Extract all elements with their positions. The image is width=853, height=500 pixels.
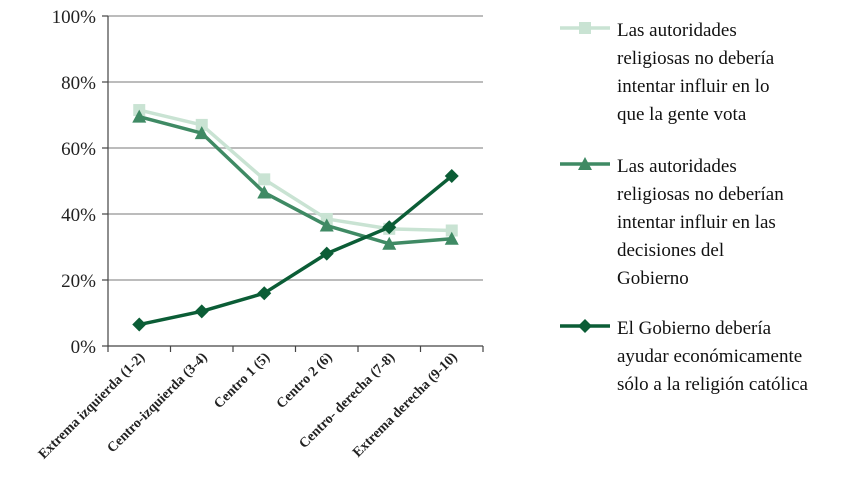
data-point <box>382 236 397 250</box>
x-axis-ticks: Extrema izquierda (1-2)Centro-izquierda … <box>36 346 484 462</box>
legend-swatch-marker <box>578 157 592 170</box>
series-2 <box>132 109 459 250</box>
data-point <box>444 169 459 184</box>
legend-label-line: intentar influir en las <box>617 212 776 233</box>
data-point <box>194 304 209 319</box>
legend-label-line: religiosas no deberían <box>617 184 784 205</box>
legend-label-line: sólo a la religión católica <box>617 374 809 395</box>
data-point <box>257 185 272 199</box>
legend-label-line: intentar influir en lo <box>617 76 769 97</box>
series-group <box>132 104 459 332</box>
legend-entry-1: Las autoridades religiosas no debería inte… <box>560 20 775 125</box>
data-point <box>445 224 458 237</box>
legend-entry-2: Las autoridades religiosas no deberían int… <box>560 156 784 289</box>
series-line <box>138 108 452 233</box>
data-point <box>444 231 459 245</box>
data-point <box>195 118 208 131</box>
legend-swatch-marker <box>579 22 591 34</box>
data-point <box>257 286 272 301</box>
series-line <box>138 114 452 246</box>
series-line <box>138 174 453 327</box>
y-tick-label: 80% <box>61 73 96 94</box>
legend-entry-3: El Gobierno debería ayudar económicamente… <box>560 318 809 395</box>
legend-label-line: Gobierno <box>617 268 689 289</box>
y-axis-ticks: 0% 20% 40% 60% 80% 100% <box>52 7 108 358</box>
series-1 <box>133 104 458 237</box>
y-tick-label: 100% <box>52 7 97 28</box>
legend-label-line: decisiones del <box>617 240 724 261</box>
data-point <box>382 220 397 235</box>
x-tick-label: Extrema izquierda (1-2) <box>36 350 148 462</box>
gridlines <box>108 15 483 281</box>
y-tick-label: 20% <box>61 271 96 292</box>
axes <box>107 16 483 347</box>
y-tick-label: 60% <box>61 139 96 160</box>
y-tick-label: 0% <box>71 337 97 358</box>
data-point <box>132 109 147 123</box>
legend-label-line: religiosas no debería <box>617 48 775 69</box>
x-tick-label: Centro 1 (5) <box>212 350 274 412</box>
series-3 <box>132 169 459 332</box>
legend-label-line: El Gobierno debería <box>617 318 772 339</box>
legend-label-line: que la gente vota <box>617 104 747 125</box>
legend-label-line: Las autoridades <box>617 156 737 177</box>
data-point <box>258 173 271 186</box>
legend-label-line: ayudar económicamente <box>617 346 802 367</box>
legend: Las autoridades religiosas no debería inte… <box>560 20 809 395</box>
legend-label-line: Las autoridades <box>617 20 737 41</box>
data-point <box>319 246 334 261</box>
y-tick-label: 40% <box>61 205 96 226</box>
data-point <box>194 126 209 140</box>
data-point <box>319 218 334 232</box>
legend-swatch-marker <box>578 319 592 333</box>
data-point <box>132 317 147 332</box>
x-tick-label: Centro 2 (6) <box>274 350 336 412</box>
x-tick-label: Extrema derecha (9-10) <box>350 350 461 461</box>
